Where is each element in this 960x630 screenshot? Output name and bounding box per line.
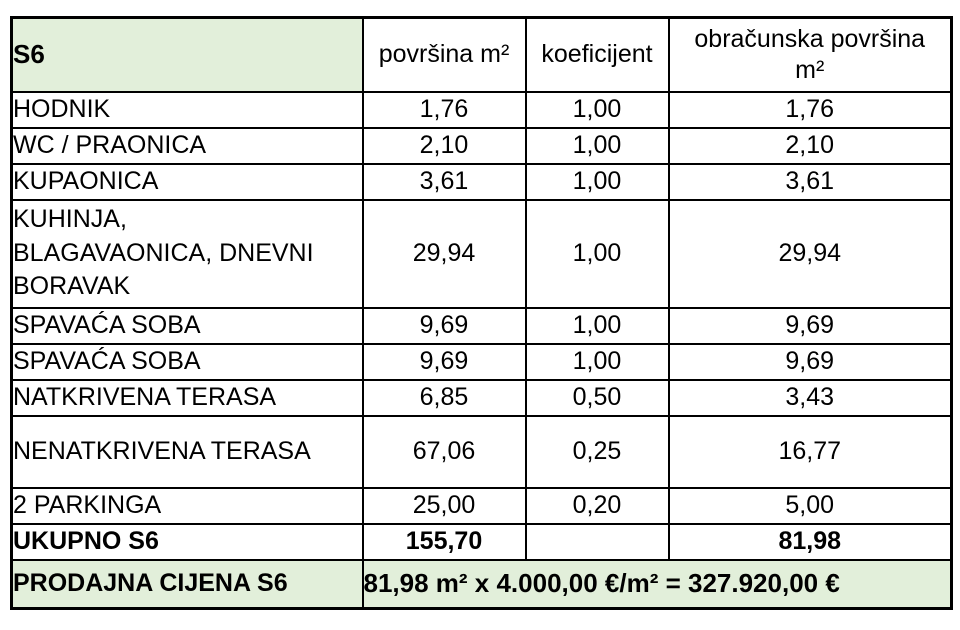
coef-value: 1,00 (524, 198, 670, 309)
table-title-cell: S6 (10, 16, 364, 93)
table-row: NENATKRIVENA TERASA 67,06 0,25 16,77 (10, 414, 953, 489)
col-header-povrsina: površina m² (361, 16, 527, 93)
room-name: KUPAONICA (10, 162, 364, 201)
area-value: 29,94 (361, 198, 527, 309)
table-row: WC / PRAONICA 2,10 1,00 2,10 (10, 126, 953, 165)
total-coef-cell (524, 522, 670, 561)
calc-area-value: 9,69 (667, 306, 953, 345)
table-row: 2 PARKINGA 25,00 0,20 5,00 (10, 486, 953, 525)
room-name: KUHINJA, BLAGAVAONICA, DNEVNI BORAVAK (10, 198, 364, 309)
area-value: 67,06 (361, 414, 527, 489)
table-row: KUPAONICA 3,61 1,00 3,61 (10, 162, 953, 201)
calc-area-value: 9,69 (667, 342, 953, 381)
sale-price-formula: 81,98 m² x 4.000,00 €/m² = 327.920,00 € (361, 558, 953, 610)
calc-area-value: 3,61 (667, 162, 953, 201)
col-header-koeficijent: koeficijent (524, 16, 670, 93)
coef-value: 1,00 (524, 342, 670, 381)
total-area-value: 155,70 (361, 522, 527, 561)
coef-value: 0,20 (524, 486, 670, 525)
area-value: 25,00 (361, 486, 527, 525)
table-row: NATKRIVENA TERASA 6,85 0,50 3,43 (10, 378, 953, 417)
table-row: HODNIK 1,76 1,00 1,76 (10, 90, 953, 129)
total-calc-area-value: 81,98 (667, 522, 953, 561)
calc-area-value: 29,94 (667, 198, 953, 309)
calc-area-value: 2,10 (667, 126, 953, 165)
room-name: NATKRIVENA TERASA (10, 378, 364, 417)
area-value: 3,61 (361, 162, 527, 201)
room-name: 2 PARKINGA (10, 486, 364, 525)
sale-price-row: PRODAJNA CIJENA S6 81,98 m² x 4.000,00 €… (10, 558, 953, 610)
area-value: 6,85 (361, 378, 527, 417)
calc-area-value: 1,76 (667, 90, 953, 129)
calc-area-value: 16,77 (667, 414, 953, 489)
total-row: UKUPNO S6 155,70 81,98 (10, 522, 953, 561)
header-row: S6 površina m² koeficijent obračunska po… (10, 16, 953, 93)
coef-value: 1,00 (524, 162, 670, 201)
table-row: SPAVAĆA SOBA 9,69 1,00 9,69 (10, 342, 953, 381)
coef-value: 1,00 (524, 126, 670, 165)
s6-area-table: S6 površina m² koeficijent obračunska po… (10, 16, 953, 610)
sale-price-label: PRODAJNA CIJENA S6 (10, 558, 364, 610)
area-value: 9,69 (361, 306, 527, 345)
area-value: 2,10 (361, 126, 527, 165)
coef-value: 1,00 (524, 90, 670, 129)
room-name: HODNIK (10, 90, 364, 129)
table-row: KUHINJA, BLAGAVAONICA, DNEVNI BORAVAK 29… (10, 198, 953, 309)
room-name: NENATKRIVENA TERASA (10, 414, 364, 489)
room-name: WC / PRAONICA (10, 126, 364, 165)
area-value: 1,76 (361, 90, 527, 129)
room-name: SPAVAĆA SOBA (10, 342, 364, 381)
col-header-obracunska-povrsina: obračunska površina m² (667, 16, 953, 93)
calc-area-value: 3,43 (667, 378, 953, 417)
coef-value: 0,50 (524, 378, 670, 417)
total-label: UKUPNO S6 (10, 522, 364, 561)
table-row: SPAVAĆA SOBA 9,69 1,00 9,69 (10, 306, 953, 345)
coef-value: 1,00 (524, 306, 670, 345)
area-value: 9,69 (361, 342, 527, 381)
room-name: SPAVAĆA SOBA (10, 306, 364, 345)
calc-area-value: 5,00 (667, 486, 953, 525)
coef-value: 0,25 (524, 414, 670, 489)
